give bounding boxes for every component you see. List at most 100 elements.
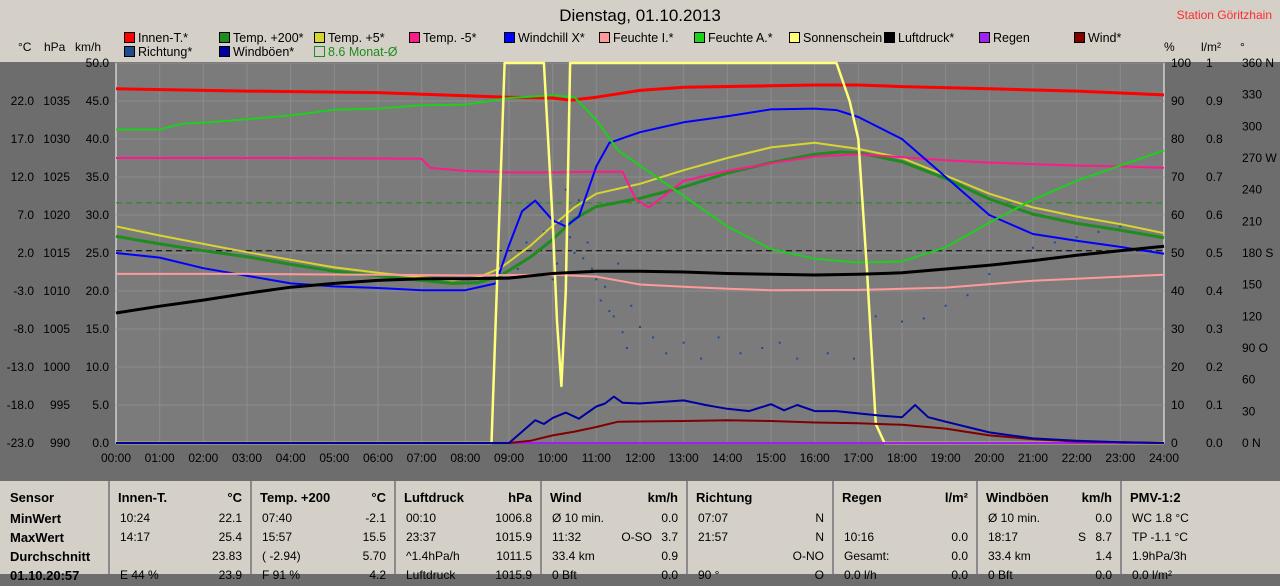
stats-cell: 0.0 l/h xyxy=(844,568,877,582)
stats-cell: 15.5 xyxy=(362,530,386,544)
legend-swatch xyxy=(124,32,135,43)
y-tick-direction: 0 N xyxy=(1242,436,1261,450)
y-tick-wind: 50.0 xyxy=(86,56,110,70)
unit-direction: ° xyxy=(1240,40,1245,54)
x-tick-label: 04:00 xyxy=(276,451,306,465)
stats-column: Regen l/m² 10:16 0.0 Gesamt: 0.0 0.0 l/h 0.0 xyxy=(832,481,976,582)
stats-row: 11:32 O-SO 3.7 xyxy=(542,530,686,548)
label-sensor: Sensor xyxy=(10,490,55,505)
legend-swatch xyxy=(409,32,420,43)
stats-cell: 1015.9 xyxy=(495,568,532,582)
legend-label: Feuchte I.* xyxy=(613,31,674,45)
stats-column: PMV-1:2 WC 1.8 °C TP -1.1 °C 1.9hPa/3h 0.0 l… xyxy=(1120,481,1280,582)
y-tick-pressure: 990 xyxy=(50,436,70,450)
y-tick-pressure: 1015 xyxy=(43,246,70,260)
x-tick-label: 05:00 xyxy=(319,451,349,465)
x-tick-label: 08:00 xyxy=(450,451,480,465)
stats-cell: 0 Bft xyxy=(552,568,577,582)
y-tick-direction: 210 xyxy=(1242,214,1262,228)
legend-item: Richtung* xyxy=(124,45,192,59)
direction-point xyxy=(652,336,655,339)
y-tick-pressure: 1030 xyxy=(43,132,70,146)
stats-row: 0 Bft 0.0 xyxy=(542,568,686,586)
legend-item: Innen-T.* xyxy=(124,31,188,45)
stats-cell: TP -1.1 °C xyxy=(1132,530,1188,544)
stats-row: Ø 10 min. 0.0 xyxy=(978,511,1120,529)
direction-point xyxy=(586,241,589,244)
y-tick-pressure: 1005 xyxy=(43,322,70,336)
direction-point xyxy=(717,336,720,339)
stats-cell: 25.4 xyxy=(218,530,242,544)
y-tick-temp: -8.0 xyxy=(13,322,34,336)
direction-point xyxy=(599,299,602,302)
x-tick-label: 17:00 xyxy=(843,451,873,465)
direction-point xyxy=(564,188,567,191)
x-tick-label: 02:00 xyxy=(188,451,218,465)
stats-cell: ( -2.94) xyxy=(262,549,301,563)
y-tick-pressure: 1035 xyxy=(43,94,70,108)
direction-point xyxy=(922,317,925,320)
series-windchill-x xyxy=(115,107,1165,292)
x-tick-label: 13:00 xyxy=(669,451,699,465)
y-tick-rain: 1 xyxy=(1206,56,1213,70)
stats-row: 0.0 l/m² xyxy=(1122,568,1280,586)
legend-swatch xyxy=(314,46,325,57)
stats-column-header: Luftdruck xyxy=(404,490,464,505)
stats-cell: WC 1.8 °C xyxy=(1132,511,1189,525)
unit-pressure: hPa xyxy=(44,40,66,54)
y-tick-pressure: 1000 xyxy=(43,360,70,374)
stats-cell: F 91 % xyxy=(262,568,301,582)
y-tick-temp: 22.0 xyxy=(11,94,35,108)
y-tick-direction: 90 O xyxy=(1242,341,1268,355)
y-tick-wind: 30.0 xyxy=(86,208,110,222)
direction-point xyxy=(617,262,620,265)
y-tick-temp: 12.0 xyxy=(11,170,35,184)
direction-point xyxy=(826,352,829,355)
legend-item: Feuchte A.* xyxy=(694,31,773,45)
direction-point xyxy=(625,347,628,349)
legend-label: Windchill X* xyxy=(518,31,585,45)
stats-column-header: Wind xyxy=(550,490,582,505)
direction-point xyxy=(577,199,580,202)
stats-cell: 0.0 xyxy=(1095,568,1112,582)
x-tick-label: 06:00 xyxy=(363,451,393,465)
y-tick-humidity: 60 xyxy=(1171,208,1185,222)
stats-row: 07:07 N xyxy=(688,511,832,529)
y-tick-temp: -18.0 xyxy=(7,398,35,412)
direction-point xyxy=(604,285,607,288)
x-tick-label: 18:00 xyxy=(887,451,917,465)
x-tick-label: 20:00 xyxy=(974,451,1004,465)
stats-cell: N xyxy=(815,511,824,525)
y-tick-rain: 0.8 xyxy=(1206,132,1223,146)
stats-cell: 22.1 xyxy=(218,511,242,525)
stats-cell: O-SO xyxy=(621,530,652,544)
stats-row: 21:57 N xyxy=(688,530,832,548)
stats-cell: 0.9 xyxy=(661,549,678,563)
y-tick-wind: 40.0 xyxy=(86,132,110,146)
stats-cell: O xyxy=(814,568,824,582)
stats-column-header: Temp. +200 xyxy=(260,490,331,505)
stats-cell: 1006.8 xyxy=(495,511,532,525)
y-tick-humidity: 0 xyxy=(1171,436,1178,450)
direction-point xyxy=(639,325,641,328)
stats-row: 18:17 S 8.7 xyxy=(978,530,1120,548)
y-tick-wind: 5.0 xyxy=(92,398,109,412)
stats-column-unit: °C xyxy=(227,490,242,505)
stats-cell: 5.70 xyxy=(362,549,386,563)
y-tick-humidity: 100 xyxy=(1171,56,1191,70)
legend-label: Windböen* xyxy=(233,45,295,59)
direction-point xyxy=(778,341,781,344)
stats-row: ( -2.94) 5.70 xyxy=(252,549,394,567)
stats-column-header: Regen xyxy=(842,490,882,505)
y-tick-rain: 0.7 xyxy=(1206,170,1223,184)
stats-cell: 10:16 xyxy=(844,530,875,544)
direction-point xyxy=(551,278,554,281)
stats-cell: 0 Bft xyxy=(988,568,1013,582)
legend-label: Temp. +5* xyxy=(328,31,385,45)
y-tick-direction: 150 xyxy=(1242,278,1262,292)
stats-row: 33.4 km 0.9 xyxy=(542,549,686,567)
y-tick-humidity: 50 xyxy=(1171,246,1185,260)
y-tick-wind: 20.0 xyxy=(86,284,110,298)
direction-point xyxy=(1075,236,1078,239)
legend-swatch xyxy=(599,32,610,43)
